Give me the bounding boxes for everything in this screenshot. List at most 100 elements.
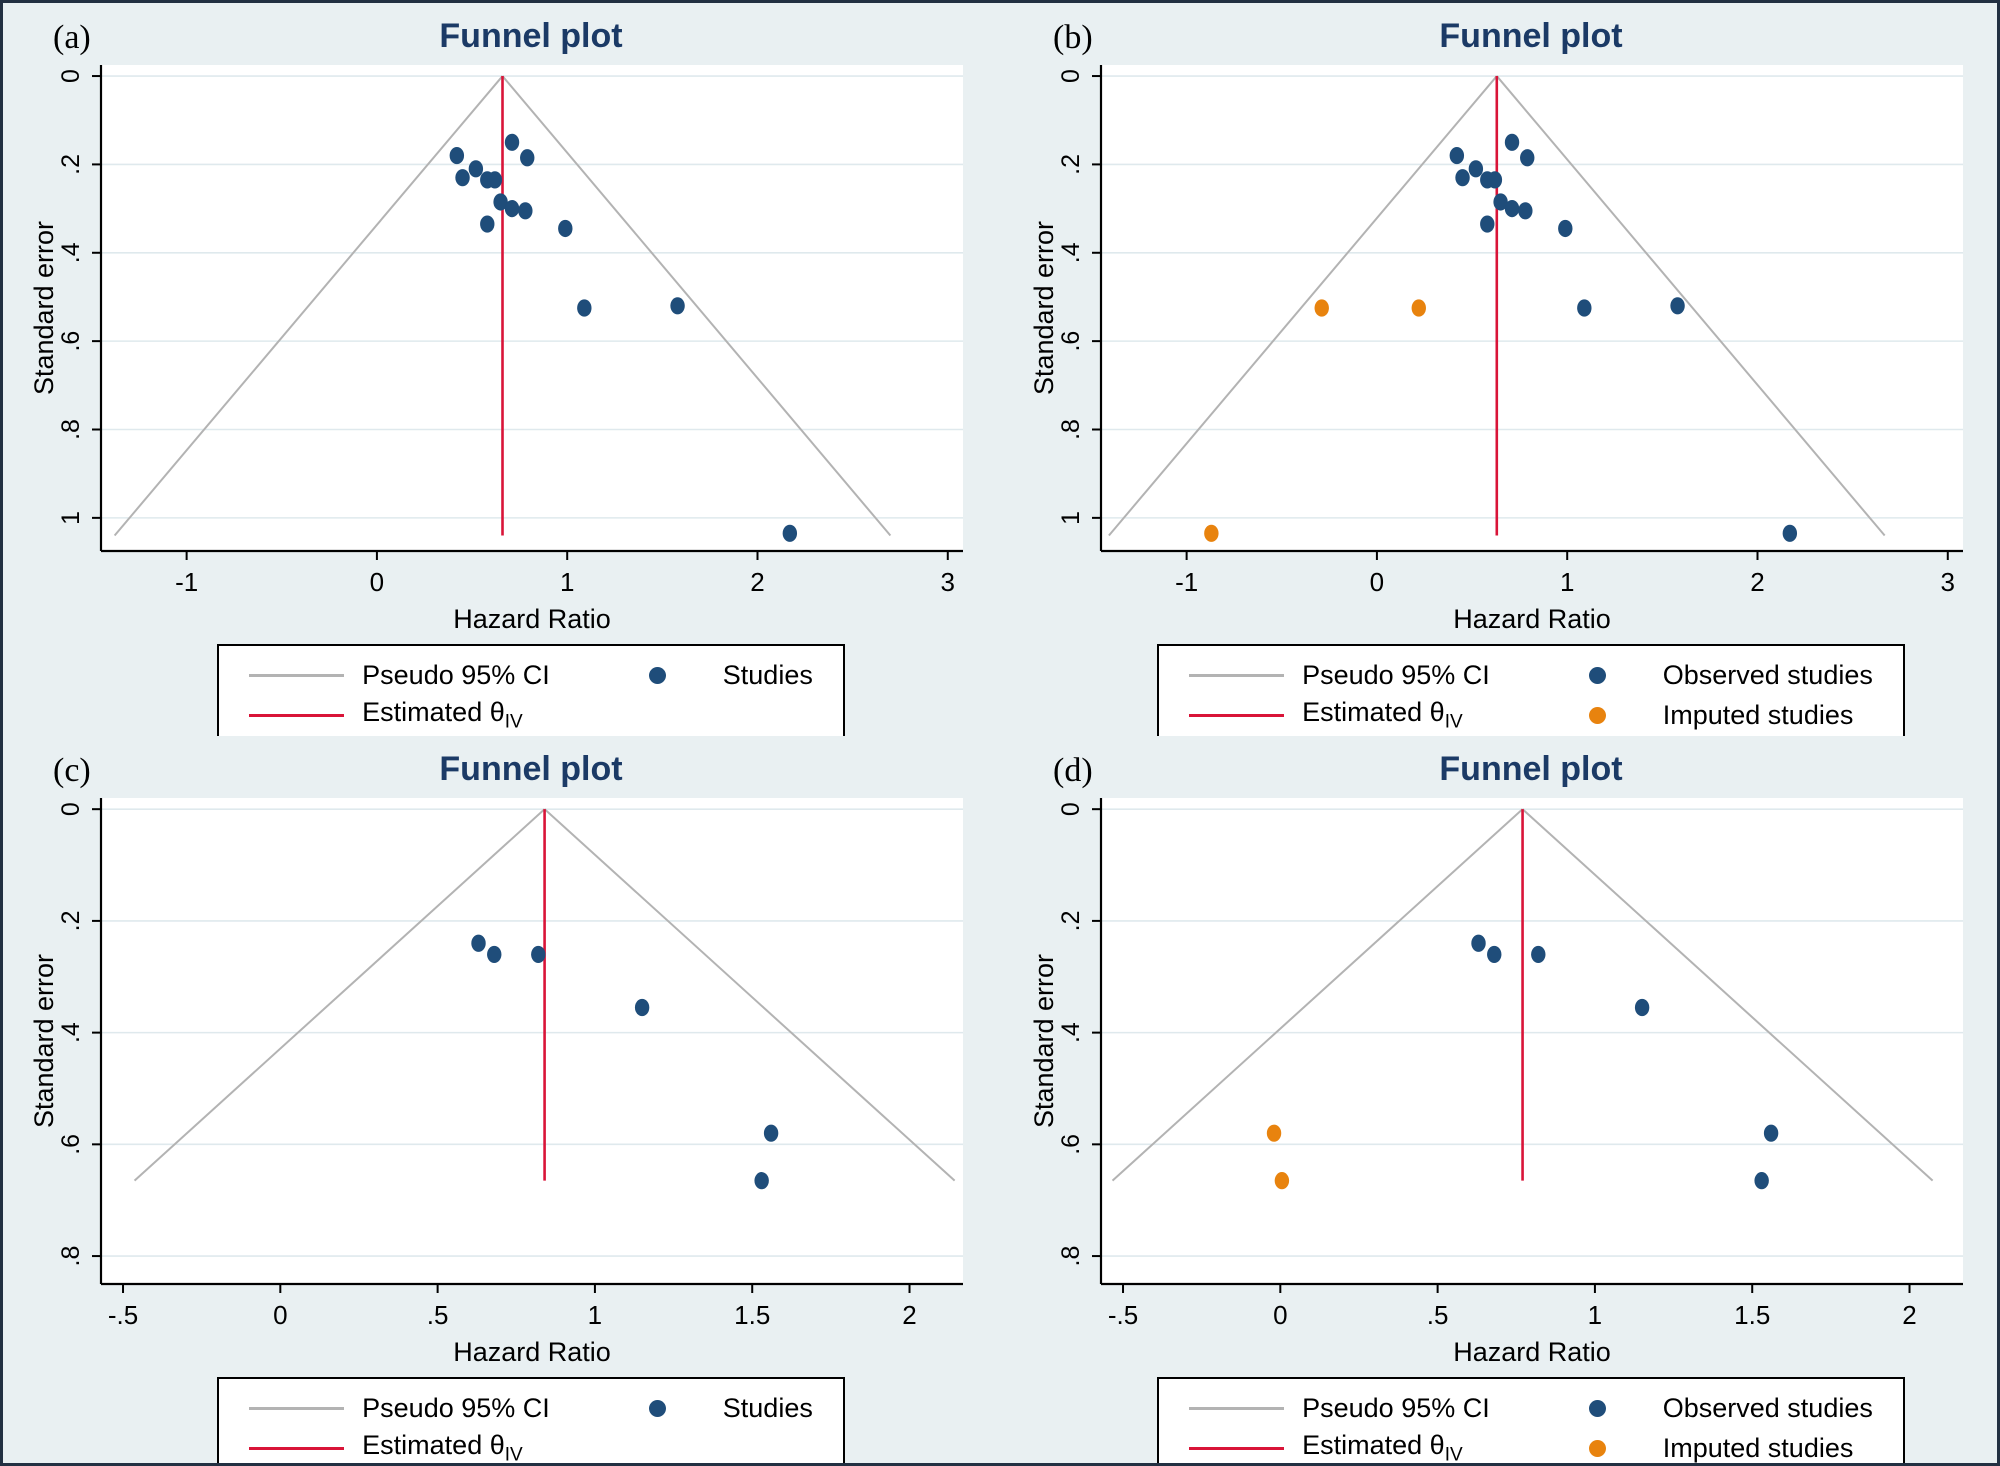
observed-study-point (1455, 169, 1470, 187)
y-tick-label: .8 (1057, 419, 1085, 440)
pseudo-ci-line-right (543, 808, 956, 1182)
observed-study-point (520, 149, 535, 167)
x-tick-label: -1 (175, 567, 198, 597)
x-tick-label: 0 (1370, 567, 1384, 597)
panel-letter-d: (d) (1053, 752, 1093, 789)
imputed-study-point (1204, 524, 1219, 542)
legend-item: Estimated θIV (249, 697, 550, 732)
x-axis-title: Hazard Ratio (1453, 604, 1611, 634)
observed-dot-symbol (648, 1399, 666, 1417)
y-tick-label: .6 (1057, 1134, 1085, 1155)
x-tick-label: -.5 (1108, 1300, 1138, 1330)
y-tick-label: .2 (57, 910, 85, 931)
legend-label: Observed studies (1662, 1392, 1873, 1423)
observed-study-point (531, 945, 546, 964)
legend-b: Pseudo 95% CI Estimated θIV Observed studi… (1157, 644, 1905, 736)
imputed-study-point (1314, 299, 1329, 317)
imputed-study-point (1274, 1172, 1290, 1190)
observed-study-point (1518, 202, 1533, 220)
y-tick-label: .2 (1057, 910, 1085, 931)
legend-label: Pseudo 95% CI (1302, 659, 1490, 690)
pseudo-ci-line-right (501, 75, 892, 537)
legend-item: Pseudo 95% CI (1189, 1392, 1490, 1424)
y-tick-label: .8 (1057, 1246, 1085, 1267)
y-tick-label: .6 (57, 1134, 85, 1155)
legend-item: Pseudo 95% CI (1189, 659, 1490, 691)
legend-label: Estimated θIV (362, 1429, 523, 1463)
observed-dot-symbol (1588, 666, 1606, 684)
observed-study-point (518, 202, 533, 220)
observed-study-point (504, 133, 520, 151)
ci-line-symbol (249, 1406, 345, 1410)
legend-d: Pseudo 95% CI Estimated θIV Observed studi… (1157, 1377, 1905, 1463)
observed-study-point (1504, 133, 1520, 151)
y-tick-label: .8 (57, 1246, 85, 1267)
legend-wrap-a: Pseudo 95% CI Estimated θIV Studies (3, 644, 1003, 736)
pseudo-ci-line-left (1108, 75, 1498, 537)
observed-study-point (1782, 524, 1798, 542)
legend-item: Studies (610, 659, 813, 691)
legend-c: Pseudo 95% CI Estimated θIV Studies (217, 1377, 845, 1463)
x-tick-label: 2 (750, 567, 764, 597)
legend-item: Observed studies (1550, 1392, 1873, 1424)
x-tick-label: 1 (1560, 567, 1574, 597)
imputed-study-point (1411, 299, 1426, 317)
plot-area (1101, 65, 1963, 551)
legend-a: Pseudo 95% CI Estimated θIV Studies (217, 644, 845, 736)
funnel-plot-svg-a: 0 .2 .4 .6 .8 1 -1 0 1 2 3 Standard error Hazard Rat… (31, 65, 963, 634)
legend-wrap-b: Pseudo 95% CI Estimated θIV Observed studi… (1003, 644, 1997, 736)
y-tick-label: 1 (1057, 511, 1085, 525)
y-axis-title: Standard error (1031, 954, 1059, 1128)
x-tick-label: 2 (1902, 1300, 1916, 1330)
y-tick-label: 1 (57, 511, 85, 525)
estimate-line-symbol (249, 713, 345, 717)
x-axis-title: Hazard Ratio (1453, 1337, 1611, 1367)
x-tick-label: 1 (560, 567, 574, 597)
x-tick-label: 0 (370, 567, 384, 597)
legend-label: Observed studies (1662, 659, 1873, 690)
imputed-dot-symbol (1588, 1439, 1606, 1457)
x-tick-label: 3 (1941, 567, 1955, 597)
panel-letter-b: (b) (1053, 19, 1093, 56)
panel-b: (b) Funnel plot 0 .2 .4 .6 .8 1 -1 0 1 2 3 Standard… (1003, 3, 1997, 736)
ci-line-symbol (249, 673, 345, 677)
x-axis-title: Hazard Ratio (453, 1337, 611, 1367)
legend-item: Pseudo 95% CI (249, 659, 550, 691)
observed-study-point (1558, 219, 1573, 238)
x-tick-label: 1 (1588, 1300, 1602, 1330)
observed-study-point (1754, 1172, 1769, 1190)
pseudo-ci-line-right (1521, 808, 1934, 1182)
estimate-line-symbol (249, 1446, 345, 1450)
x-tick-label: 3 (941, 567, 955, 597)
funnel-plot-svg-b: 0 .2 .4 .6 .8 1 -1 0 1 2 3 Standard error Hazard Rat… (1031, 65, 1963, 634)
x-tick-label: 1.5 (734, 1300, 770, 1330)
pseudo-ci-line-left (113, 75, 504, 537)
y-tick-label: .4 (57, 1022, 85, 1043)
observed-study-point (754, 1172, 769, 1190)
x-tick-label: .5 (1427, 1300, 1449, 1330)
legend-label: Pseudo 95% CI (362, 659, 550, 690)
legend-item: Pseudo 95% CI (249, 1392, 550, 1424)
x-axis-title: Hazard Ratio (453, 604, 611, 634)
pseudo-ci-line-left (1111, 808, 1524, 1182)
funnel-plot-svg-c: 0 .2 .4 .6 .8 -.5 0 .5 1 1.5 2 Standard error Hazard… (31, 798, 963, 1367)
x-tick-label: 1 (588, 1300, 602, 1330)
observed-study-point (1493, 193, 1508, 211)
observed-study-point (455, 169, 470, 187)
y-tick-label: 0 (1057, 802, 1085, 816)
observed-study-point (1480, 215, 1495, 233)
y-tick-label: .2 (57, 154, 85, 175)
observed-study-point (782, 524, 798, 542)
legend-item: Observed studies (1550, 659, 1873, 691)
y-tick-label: 0 (57, 69, 85, 83)
y-tick-label: .4 (1057, 242, 1085, 263)
y-tick-label: .8 (57, 419, 85, 440)
legend-item: Imputed studies (1550, 699, 1873, 731)
observed-study-point (487, 945, 502, 964)
observed-study-point (634, 998, 650, 1017)
y-axis-title: Standard error (1031, 221, 1059, 395)
legend-wrap-d: Pseudo 95% CI Estimated θIV Observed studi… (1003, 1377, 1997, 1463)
x-tick-label: 0 (273, 1300, 287, 1330)
x-tick-label: .5 (427, 1300, 449, 1330)
